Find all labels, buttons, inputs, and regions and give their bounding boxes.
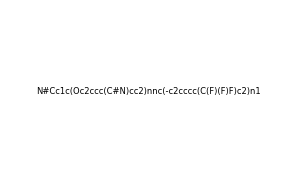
Text: N#Cc1c(Oc2ccc(C#N)cc2)nnc(-c2cccc(C(F)(F)F)c2)n1: N#Cc1c(Oc2ccc(C#N)cc2)nnc(-c2cccc(C(F)(F… bbox=[36, 87, 260, 96]
